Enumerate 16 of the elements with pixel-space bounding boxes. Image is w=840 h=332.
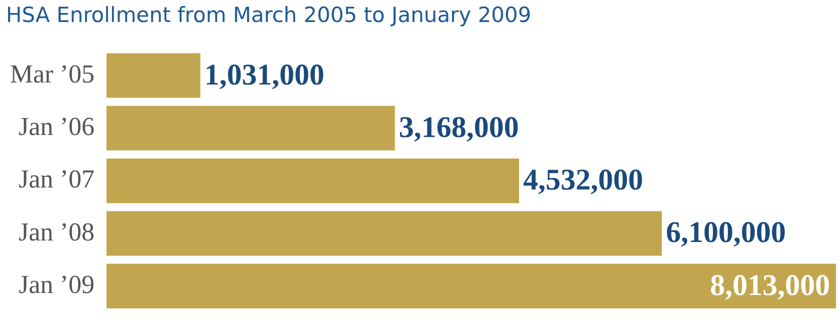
data-label: 6,100,000 <box>666 216 786 250</box>
data-label: 4,532,000 <box>523 164 644 197</box>
data-label: 8,013,000 <box>710 268 830 302</box>
data-label: 1,031,000 <box>204 58 324 92</box>
y-tick-label: Jan ’08 <box>18 217 94 246</box>
y-tick-label: Mar ’05 <box>10 59 94 88</box>
bar <box>106 211 662 256</box>
y-tick-label: Jan ’09 <box>18 270 94 299</box>
y-tick-label: Jan ’06 <box>18 112 94 141</box>
chart-title: HSA Enrollment from March 2005 to January 2009 <box>6 3 532 28</box>
data-label: 3,168,000 <box>398 110 519 144</box>
bar <box>106 158 520 204</box>
bar <box>106 264 836 308</box>
bar <box>106 106 395 150</box>
y-tick-label: Jan ’07 <box>18 164 94 194</box>
bar <box>106 53 200 98</box>
